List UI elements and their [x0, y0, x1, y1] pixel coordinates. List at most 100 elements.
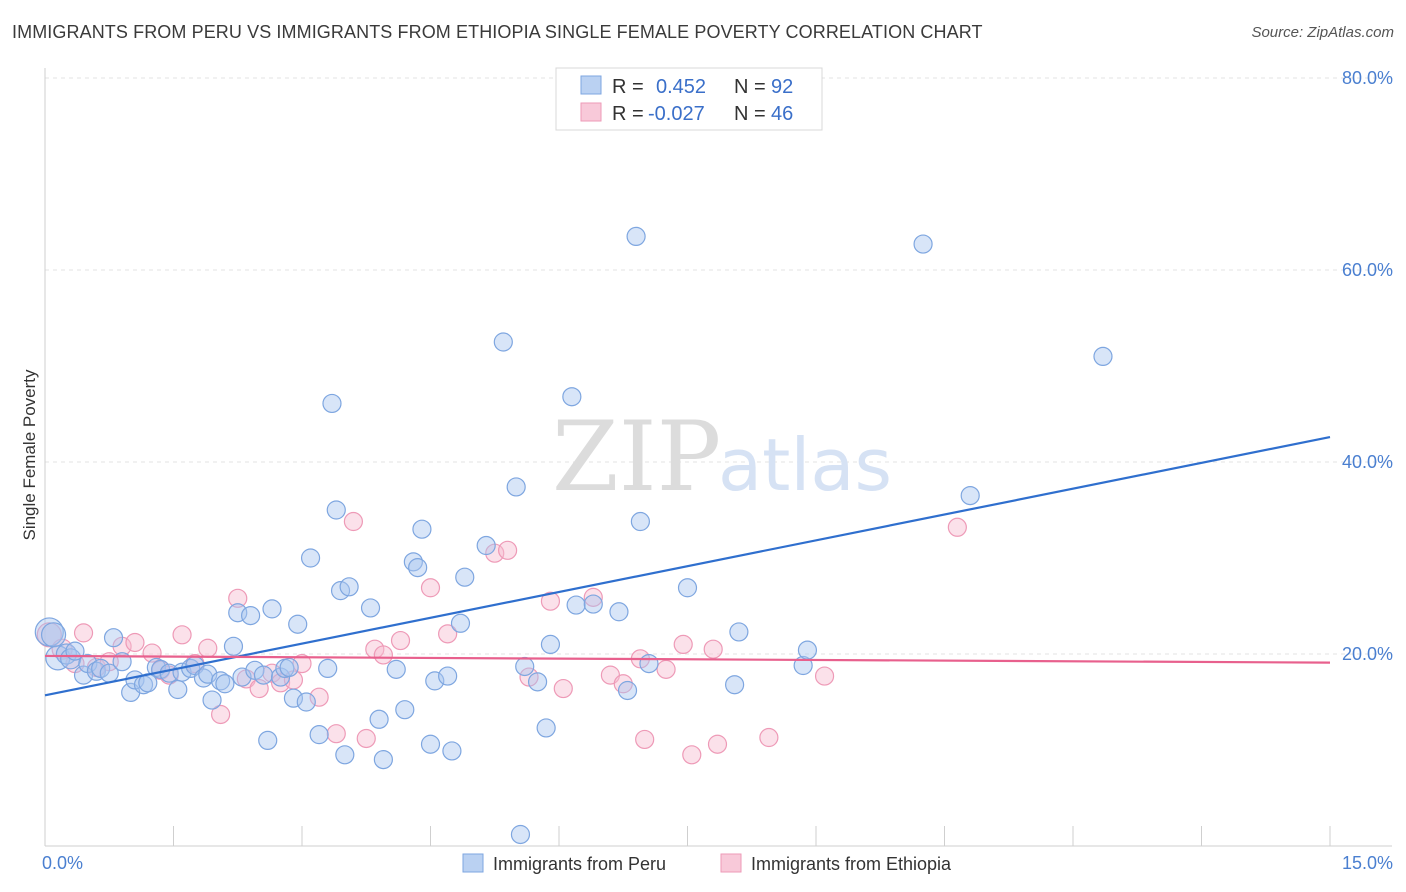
peru-point-68: [510, 824, 531, 845]
ethiopia-point-32: [498, 540, 518, 560]
peru-point-55: [395, 700, 415, 720]
y-tick-label-0: 20.0%: [1342, 644, 1393, 664]
watermark: ZIP atlas: [552, 401, 892, 513]
peru-point-73: [562, 387, 582, 407]
ethiopia-point-25: [356, 728, 376, 749]
bottom-legend-label-peru: Immigrants from Peru: [493, 854, 666, 874]
peru-point-32: [241, 605, 261, 626]
peru-point-83: [729, 622, 749, 642]
peru-point-26: [202, 690, 222, 710]
peru-point-54: [386, 659, 406, 679]
peru-point-36: [262, 599, 282, 619]
peru-point-86: [913, 234, 933, 254]
y-tick-label-1: 40.0%: [1342, 452, 1393, 472]
ethiopia-point-46: [759, 727, 779, 748]
peru-point-87: [960, 486, 980, 506]
peru-point-50: [335, 745, 355, 765]
peru-point-59: [420, 734, 441, 754]
peru-point-80: [639, 653, 659, 674]
trend-lines: [44, 435, 1331, 697]
ethiopia-trend-line: [44, 654, 1331, 664]
y-tick-label-2: 60.0%: [1342, 260, 1393, 280]
ethiopia-point-47: [814, 666, 835, 686]
ethiopia-point-36: [583, 587, 603, 607]
ethiopia-point-40: [635, 729, 655, 750]
peru-point-39: [279, 657, 299, 678]
bottom-legend-swatch-peru: [462, 853, 484, 873]
peru-point-62: [442, 741, 462, 761]
legend-r-value-ethiopia: -0.027: [648, 103, 705, 125]
peru-point-52: [369, 709, 389, 729]
peru-point-34: [253, 665, 274, 685]
series-peru-points: [34, 226, 1113, 845]
bottom-legend: Immigrants from Peru Immigrants from Eth…: [462, 853, 952, 874]
ethiopia-point-43: [682, 745, 702, 765]
axes-layer: [44, 68, 1392, 847]
ethiopia-point-7: [125, 632, 145, 653]
chart-title: IMMIGRANTS FROM PERU VS IMMIGRANTS FROM …: [12, 22, 983, 42]
peru-point-72: [540, 634, 561, 655]
peru-point-42: [296, 692, 316, 712]
peru-point-60: [425, 671, 445, 691]
peru-point-65: [476, 535, 496, 556]
ethiopia-point-30: [438, 624, 458, 644]
peru-point-77: [617, 680, 638, 701]
peru-point-6: [73, 665, 94, 685]
legend-n-label-peru: N =: [734, 76, 766, 98]
peru-point-64: [455, 567, 475, 587]
ethiopia-point-44: [703, 639, 723, 659]
y-axis-label: Single Female Poverty: [20, 369, 39, 541]
ethiopia-point-15: [228, 588, 248, 608]
legend-box: R = 0.452 N = 92 R = -0.027 N = 46: [555, 67, 823, 131]
ethiopia-point-42: [673, 634, 693, 655]
watermark-zip: ZIP: [552, 401, 721, 513]
legend-r-label-peru: R =: [612, 76, 644, 98]
ethiopia-point-3: [73, 623, 94, 643]
peru-point-85: [797, 640, 818, 660]
tick-labels: 20.0% 40.0% 60.0% 80.0% 0.0% 15.0%: [42, 68, 1393, 873]
peru-point-78: [626, 226, 646, 246]
peru-point-45: [318, 658, 338, 679]
peru-point-88: [1093, 346, 1113, 366]
ethiopia-point-48: [947, 517, 967, 537]
peru-point-67: [506, 477, 526, 497]
legend-swatch-peru: [580, 75, 602, 95]
peru-point-53: [373, 749, 393, 770]
ethiopia-point-22: [309, 687, 329, 707]
series-ethiopia-points: [36, 511, 967, 765]
peru-point-51: [360, 598, 381, 618]
grid-layer: [45, 77, 1392, 655]
peru-point-20: [168, 679, 188, 700]
ethiopia-point-14: [211, 704, 231, 725]
peru-point-71: [536, 718, 556, 738]
peru-point-11: [103, 628, 124, 648]
legend-n-value-peru: 92: [771, 76, 793, 98]
peru-point-57: [408, 557, 428, 578]
peru-point-66: [493, 332, 513, 352]
peru-point-69: [515, 656, 535, 677]
legend-swatch-ethiopia: [580, 102, 602, 122]
peru-point-40: [283, 688, 304, 708]
ethiopia-point-23: [326, 724, 346, 744]
peru-point-49: [339, 577, 359, 597]
ethiopia-point-41: [656, 659, 676, 679]
ethiopia-point-13: [198, 638, 218, 658]
y-tick-label-3: 80.0%: [1342, 68, 1393, 88]
bottom-legend-label-ethiopia: Immigrants from Ethiopia: [751, 854, 952, 874]
peru-point-43: [300, 548, 321, 568]
x-tick-label-0: 0.0%: [42, 853, 83, 873]
x-tick-label-1: 15.0%: [1342, 853, 1393, 873]
peru-point-46: [322, 393, 342, 414]
ethiopia-point-35: [553, 678, 573, 699]
peru-point-75: [583, 594, 603, 614]
peru-point-1: [40, 622, 67, 648]
ethiopia-point-11: [172, 625, 192, 645]
peru-point-47: [326, 500, 346, 520]
ethiopia-point-24: [343, 511, 363, 532]
peru-point-81: [677, 578, 698, 598]
peru-point-44: [309, 725, 329, 745]
ethiopia-point-27: [373, 645, 393, 665]
ethiopia-point-45: [707, 734, 728, 754]
watermark-atlas: atlas: [718, 423, 892, 507]
